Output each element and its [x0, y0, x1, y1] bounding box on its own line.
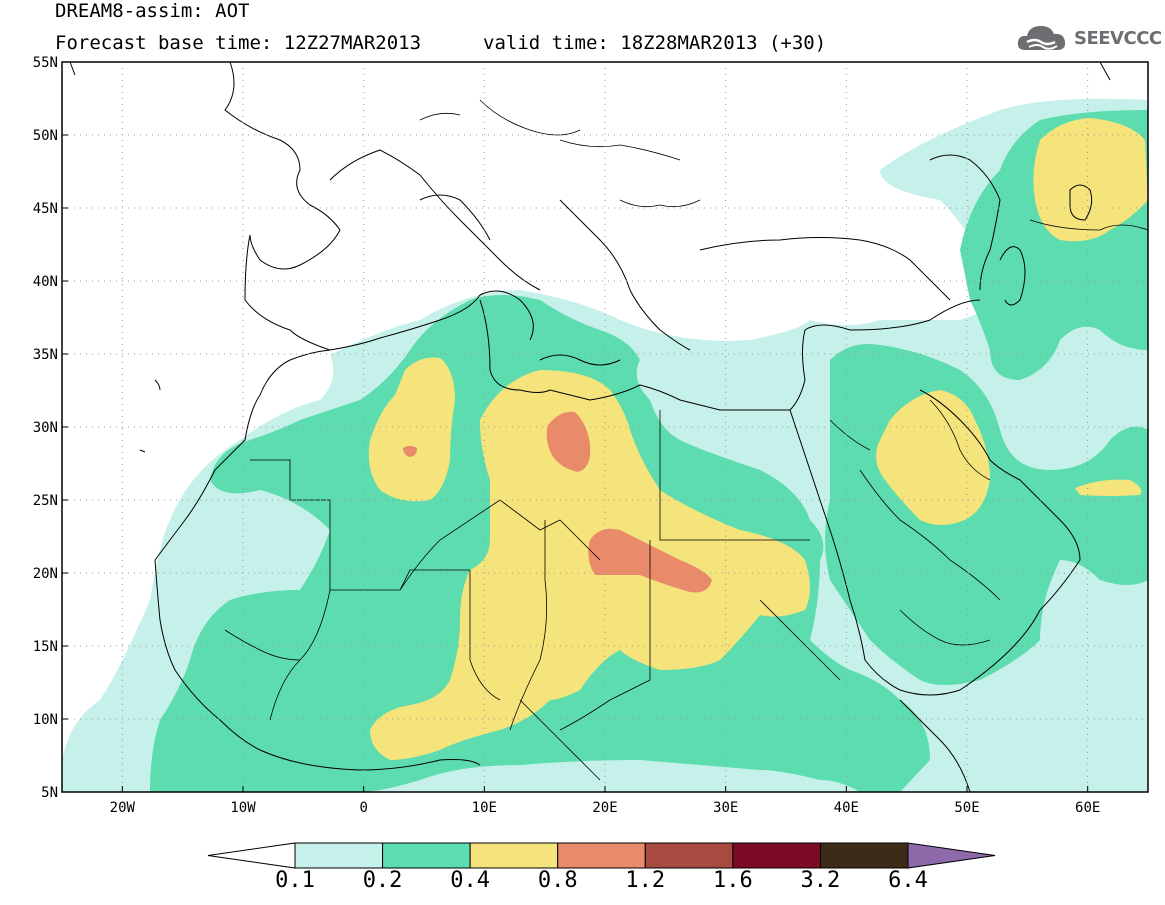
colorbar-swatch	[819, 842, 909, 869]
axis-ticks: 55N 50N 45N 40N 35N 30N 25N 20N 15N 10N 5N 20W 10W 0 1…	[33, 55, 1101, 816]
lat-tick-label: 55N	[33, 55, 58, 71]
forecast-base-time: Forecast base time: 12Z27MAR2013	[55, 32, 422, 54]
lon-tick-label: 10E	[472, 800, 497, 816]
lon-tick-label: 50E	[954, 800, 979, 816]
lat-tick-label: 30N	[33, 420, 58, 436]
contour-0.4-sahara	[370, 370, 810, 760]
lon-tick-label: 0	[359, 800, 367, 816]
lon-tick-label: 20E	[592, 800, 617, 816]
lon-tick-label: 20W	[110, 800, 136, 816]
colorbar	[207, 842, 996, 869]
lat-tick-label: 50N	[33, 128, 58, 144]
lat-tick-label: 5N	[41, 785, 58, 801]
map-title: DREAM8-assim: AOT	[55, 0, 250, 22]
country-borders	[224, 99, 1148, 781]
map-grid	[62, 62, 1148, 792]
colorbar-label: 0.1	[275, 868, 315, 893]
lat-tick-label: 25N	[33, 493, 58, 509]
colorbar-swatch	[382, 842, 471, 869]
colorbar-label: 0.2	[362, 868, 403, 893]
lat-tick-label: 40N	[33, 274, 58, 290]
colorbar-swatch	[732, 842, 821, 869]
lon-tick-label: 40E	[834, 800, 859, 816]
colorbar-swatch	[557, 842, 646, 869]
logo-text: SEEVCCC	[1074, 28, 1162, 49]
lon-tick-label: 60E	[1075, 800, 1100, 816]
valid-time: valid time: 18Z28MAR2013 (+30)	[483, 32, 827, 54]
colorbar-label: 0.8	[537, 868, 578, 893]
colorbar-label: 6.4	[888, 868, 928, 893]
coastlines	[69, 62, 1111, 792]
lat-tick-label: 20N	[33, 566, 58, 582]
colorbar-label: 1.6	[712, 868, 753, 893]
seevccc-logo: SEEVCCC	[1017, 22, 1162, 56]
colorbar-under-triangle	[207, 842, 296, 869]
lat-tick-label: 45N	[33, 201, 58, 217]
lat-tick-label: 15N	[33, 639, 58, 655]
cloud-icon	[1017, 26, 1066, 50]
aot-contours	[62, 62, 1148, 792]
contour-0.8-libya	[546, 411, 591, 472]
colorbar-label: 1.2	[625, 868, 666, 893]
colorbar-label: 0.4	[450, 868, 491, 893]
lon-tick-label: 10W	[230, 800, 256, 816]
contour-0.4-arabia	[876, 390, 990, 525]
colorbar-swatch	[644, 842, 734, 869]
colorbar-over-triangle	[907, 842, 996, 869]
contour-0.4-algeria	[368, 357, 455, 502]
lat-tick-label: 10N	[33, 712, 58, 728]
contour-0.4-caspian	[1033, 118, 1148, 242]
contour-0.8-dot	[403, 446, 417, 457]
contour-0.4-gulf	[1075, 479, 1142, 496]
colorbar-label: 3.2	[800, 868, 841, 893]
lon-tick-label: 30E	[713, 800, 738, 816]
colorbar-swatch	[469, 842, 559, 869]
lat-tick-label: 35N	[33, 347, 58, 363]
colorbar-swatch	[294, 842, 384, 869]
